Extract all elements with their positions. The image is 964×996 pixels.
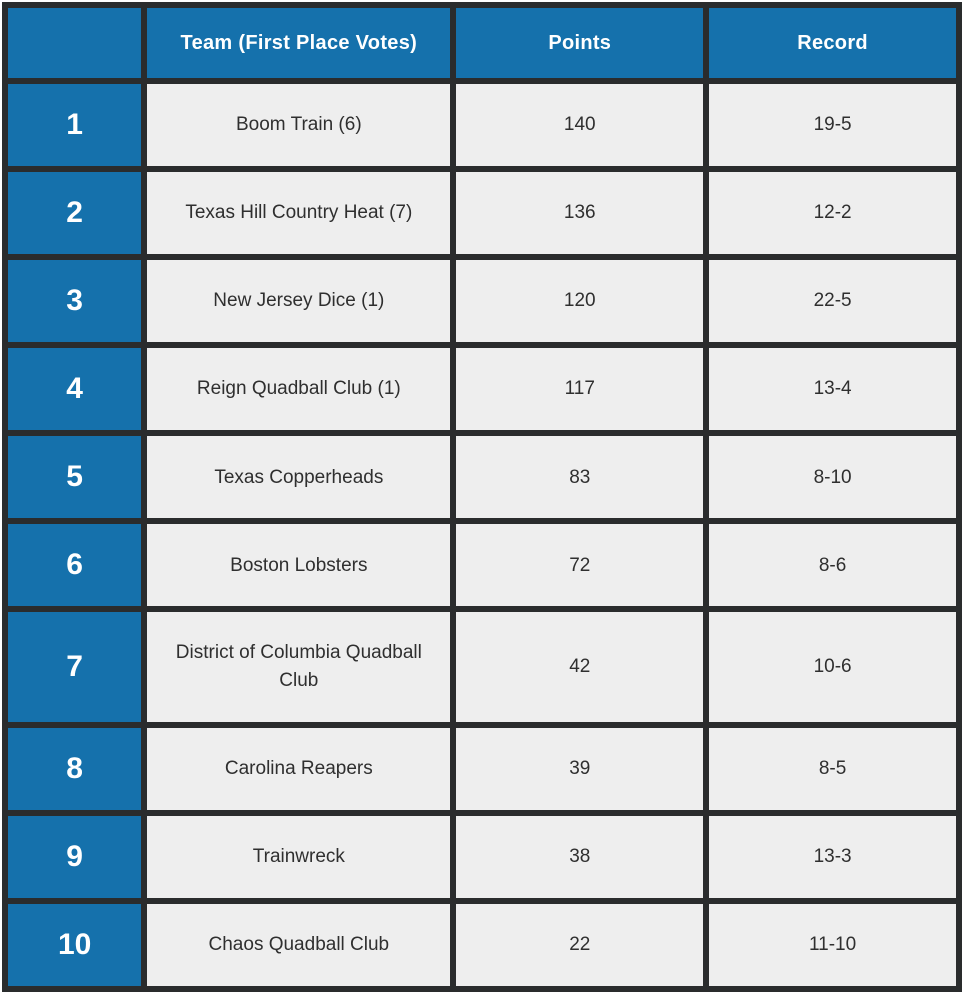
team-cell: Texas Copperheads (141, 430, 457, 525)
rank-cell: 9 (1, 809, 148, 904)
header-row: Team (First Place Votes) Points Record (1, 2, 962, 84)
team-cell: Boston Lobsters (141, 518, 457, 613)
header-points-cell: Points (450, 2, 710, 84)
record-cell: 8-6 (703, 518, 962, 613)
header-rank-cell (1, 2, 148, 84)
team-cell: Boom Train (6) (141, 77, 457, 173)
points-cell: 120 (450, 254, 710, 349)
table-row: 5 Texas Copperheads 83 8-10 (1, 430, 962, 525)
points-cell: 117 (450, 342, 710, 437)
points-cell: 72 (450, 518, 710, 613)
standings-body: 1 Boom Train (6) 140 19-5 2 Texas Hill C… (1, 77, 962, 993)
rank-cell: 6 (1, 518, 148, 613)
header-record-cell: Record (703, 2, 962, 84)
points-cell: 140 (450, 77, 710, 173)
rank-cell: 1 (1, 77, 148, 173)
rank-cell: 7 (1, 606, 148, 728)
record-cell: 8-10 (703, 430, 962, 525)
table-row: 6 Boston Lobsters 72 8-6 (1, 518, 962, 613)
table-row: 7 District of Columbia Quadball Club 42 … (1, 606, 962, 728)
rank-cell: 2 (1, 166, 148, 261)
points-cell: 38 (450, 809, 710, 904)
record-cell: 10-6 (703, 606, 962, 728)
points-cell: 22 (450, 897, 710, 993)
points-cell: 83 (450, 430, 710, 525)
team-cell: Carolina Reapers (141, 721, 457, 816)
rank-cell: 4 (1, 342, 148, 437)
team-cell: New Jersey Dice (1) (141, 254, 457, 349)
table-row: 1 Boom Train (6) 140 19-5 (1, 77, 962, 173)
points-cell: 39 (450, 721, 710, 816)
team-cell: Trainwreck (141, 809, 457, 904)
header-team-cell: Team (First Place Votes) (141, 2, 457, 84)
record-cell: 19-5 (703, 77, 962, 173)
points-cell: 136 (450, 166, 710, 261)
team-cell: Reign Quadball Club (1) (141, 342, 457, 437)
record-cell: 11-10 (703, 897, 962, 993)
team-cell: Chaos Quadball Club (141, 897, 457, 993)
record-cell: 13-4 (703, 342, 962, 437)
record-cell: 12-2 (703, 166, 962, 261)
standings-header: Team (First Place Votes) Points Record (1, 2, 962, 84)
record-cell: 13-3 (703, 809, 962, 904)
table-row: 8 Carolina Reapers 39 8-5 (1, 721, 962, 816)
table-row: 4 Reign Quadball Club (1) 117 13-4 (1, 342, 962, 437)
team-cell: District of Columbia Quadball Club (141, 606, 457, 728)
table-row: 2 Texas Hill Country Heat (7) 136 12-2 (1, 166, 962, 261)
team-cell: Texas Hill Country Heat (7) (141, 166, 457, 261)
table-row: 10 Chaos Quadball Club 22 11-10 (1, 897, 962, 993)
record-cell: 22-5 (703, 254, 962, 349)
rank-cell: 8 (1, 721, 148, 816)
points-cell: 42 (450, 606, 710, 728)
rank-cell: 10 (1, 897, 148, 993)
record-cell: 8-5 (703, 721, 962, 816)
rank-cell: 5 (1, 430, 148, 525)
table-row: 3 New Jersey Dice (1) 120 22-5 (1, 254, 962, 349)
rank-cell: 3 (1, 254, 148, 349)
table-row: 9 Trainwreck 38 13-3 (1, 809, 962, 904)
